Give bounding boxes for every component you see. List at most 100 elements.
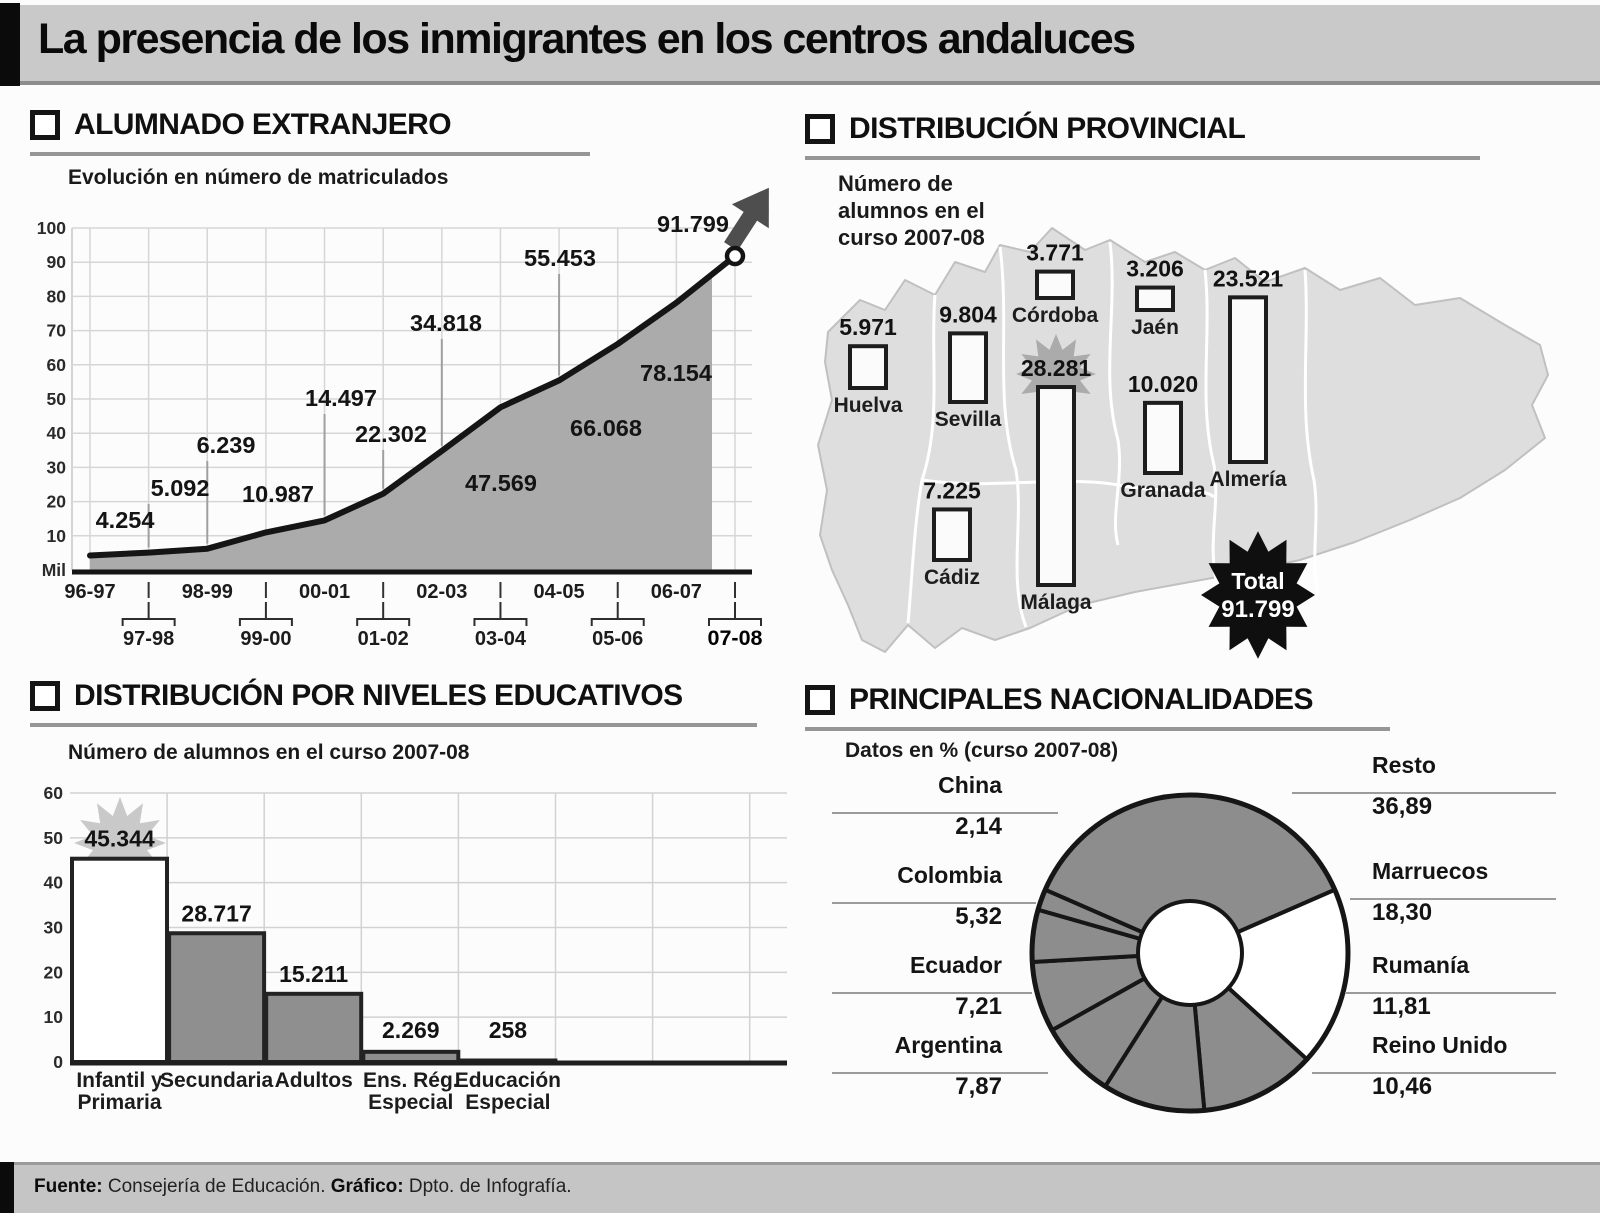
chart-text: 07-08 <box>708 626 763 650</box>
slice-name: Rumanía <box>1372 952 1470 978</box>
bar-2 <box>264 991 364 1064</box>
graphic-label: Gráfico: <box>330 1176 404 1197</box>
chart-text: Total <box>1231 568 1284 594</box>
starburst-icon <box>74 797 166 889</box>
area-fill <box>90 274 712 570</box>
chart-text: 45.344 <box>84 826 155 852</box>
category-label: Infantil y Primaria <box>76 1069 163 1114</box>
chart-text: 3.206 <box>1126 256 1184 282</box>
category-label: Adultos <box>275 1069 353 1092</box>
chart-text: 28.281 <box>1021 355 1092 381</box>
chart-text: 06-07 <box>651 581 702 603</box>
page-title: La presencia de los inmigrantes en los c… <box>38 15 1136 63</box>
year-bracket <box>590 602 645 626</box>
andalucia-map: 5.971 Huelva 9.804 Sevilla 7.225 Cádiz 3.771 Có… <box>817 227 1549 659</box>
line-chart-alumnado: 4.254 5.092 6.239 10.987 14.497 22.302 34.818 4… <box>37 187 769 650</box>
slice-value: 7,87 <box>955 1073 1002 1100</box>
donut-plot <box>1029 792 1351 1114</box>
section-marker-icon <box>30 681 60 711</box>
chart-text: 0 <box>53 1052 63 1072</box>
slice-name: China <box>938 772 1002 798</box>
province-border <box>921 478 1215 499</box>
province-border <box>998 246 1028 628</box>
year-bracket <box>356 602 411 626</box>
chart-text: 14.497 <box>305 385 377 411</box>
slice-name: Argentina <box>894 1032 1002 1058</box>
slice-value: 36,89 <box>1372 793 1433 820</box>
slice-value: 18,30 <box>1372 899 1433 926</box>
section-marker-icon <box>805 685 835 715</box>
donut-label-colombia: Colombia 5,32 <box>832 860 1002 932</box>
section-marker-icon <box>805 114 835 144</box>
bar-1 <box>167 931 267 1064</box>
slice-name: Reino Unido <box>1372 1032 1508 1058</box>
chart-text: 30 <box>47 457 67 477</box>
section-header-nacionalidades: PRINCIPALES NACIONALIDADES <box>805 683 1313 717</box>
chart-text: 40 <box>44 873 64 893</box>
section-title-nacionalidades: PRINCIPALES NACIONALIDADES <box>849 683 1313 716</box>
title-accent-bar <box>0 3 20 86</box>
year-bracket <box>121 602 176 626</box>
starburst-icon <box>1016 334 1096 414</box>
chart-text: 5.971 <box>839 314 897 340</box>
chart-text: 50 <box>47 389 67 409</box>
category-label: Secundaria <box>160 1069 274 1092</box>
map-bar-jaén <box>1135 285 1175 312</box>
chart-text: 20 <box>44 962 64 982</box>
map-bar-córdoba <box>1035 269 1075 300</box>
chart-text: 00-01 <box>299 581 350 603</box>
slice-name: Resto <box>1372 752 1436 778</box>
donut-label-marruecos: Marruecos 18,30 <box>1372 856 1572 928</box>
chart-text: 7.225 <box>923 477 981 503</box>
chart-text: 10 <box>44 1007 64 1027</box>
chart-text: 66.068 <box>570 415 642 441</box>
footer-bar <box>0 1162 1600 1213</box>
chart-text: Cádiz <box>924 566 980 589</box>
niveles-plot: 45.344 Infantil y Primaria 28.717 Secundaria… <box>44 783 787 1114</box>
evolucion-plot: 4.254 5.092 6.239 10.987 14.497 22.302 34.818 4… <box>37 187 769 650</box>
chart-text: 02-03 <box>416 581 467 603</box>
end-point-marker <box>724 245 746 267</box>
chart-text: 40 <box>47 423 67 443</box>
bar-chart-niveles: 45.344 Infantil y Primaria 28.717 Secundaria… <box>44 783 787 1114</box>
section-header-alumnado: ALUMNADO EXTRANJERO <box>30 108 452 142</box>
chart-text: Almería <box>1209 468 1286 491</box>
chart-text: Mil <box>42 560 66 580</box>
starburst-icon <box>1201 531 1315 659</box>
chart-text: 90 <box>47 252 67 272</box>
chart-text: 01-02 <box>358 628 409 650</box>
donut-label-reino-unido: Reino Unido 10,46 <box>1372 1030 1572 1102</box>
slice-value: 7,21 <box>955 993 1002 1020</box>
graphic-text: Dpto. de Infografía. <box>403 1176 572 1197</box>
slice-value: 11,81 <box>1372 993 1431 1020</box>
chart-subtitle-nacionalidades: Datos en % (curso 2007-08) <box>845 739 1119 762</box>
chart-text: 20 <box>47 492 67 512</box>
donut-label-ecuador: Ecuador 7,21 <box>832 950 1002 1022</box>
section-marker-icon <box>30 110 60 140</box>
chart-text: 80 <box>47 286 67 306</box>
category-label: Ens. Rég. Especial <box>363 1069 459 1114</box>
chart-text: 70 <box>47 321 67 341</box>
subtitle-line: Número de <box>838 171 953 196</box>
chart-text: 30 <box>44 918 64 938</box>
chart-text: 23.521 <box>1213 265 1284 291</box>
slice-value: 5,32 <box>955 903 1002 930</box>
map-bar-huelva <box>848 344 888 391</box>
chart-text: 47.569 <box>465 470 537 496</box>
chart-text: Huelva <box>834 394 903 417</box>
section-title-alumnado: ALUMNADO EXTRANJERO <box>74 108 452 141</box>
chart-text: 10.987 <box>242 481 314 507</box>
chart-text: 55.453 <box>524 245 596 271</box>
leader-line <box>1345 992 1556 994</box>
slice-value: 2,14 <box>955 813 1002 840</box>
chart-text: 91.799 <box>1221 596 1294 623</box>
map-bar-granada <box>1143 400 1183 475</box>
chart-text: 15.211 <box>279 961 348 987</box>
subtitle-line: alumnos en el <box>838 198 985 223</box>
leader-line <box>1350 898 1556 900</box>
chart-text: 9.804 <box>939 301 997 327</box>
donut-hole <box>1136 899 1244 1007</box>
slice-value: 10,46 <box>1372 1073 1433 1100</box>
chart-text: Málaga <box>1020 591 1092 614</box>
year-bracket <box>473 602 528 626</box>
